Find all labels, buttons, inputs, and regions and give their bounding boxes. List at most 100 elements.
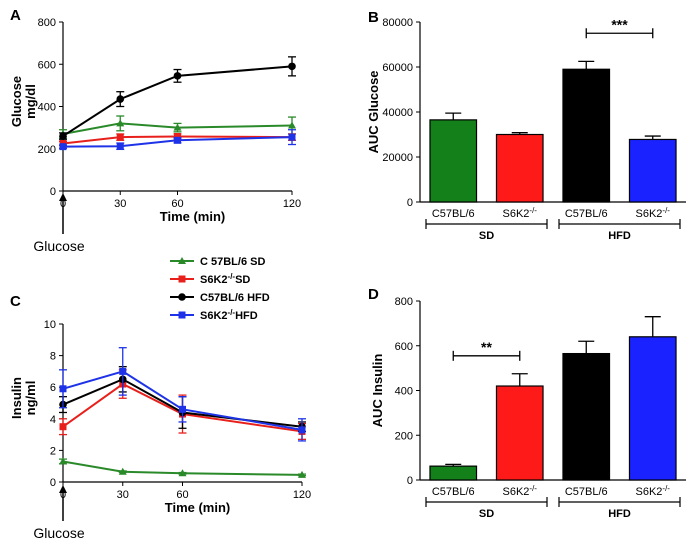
bar bbox=[562, 68, 611, 203]
legend-label: C57BL/6 HFD bbox=[200, 292, 270, 304]
data-point bbox=[59, 457, 67, 465]
data-point bbox=[116, 142, 124, 150]
data-point bbox=[59, 143, 67, 151]
data-point bbox=[179, 405, 186, 413]
series-line bbox=[62, 65, 293, 137]
glucose-arrow-label: Glucose bbox=[33, 525, 85, 541]
legend-marker bbox=[178, 257, 186, 264]
data-point bbox=[59, 423, 67, 431]
series-line bbox=[62, 122, 293, 135]
y-tick-label: 400 bbox=[38, 102, 56, 114]
category-label: C57BL/6 bbox=[565, 208, 608, 220]
y-axis-label: AUC Insulin bbox=[370, 354, 385, 428]
y-tick-label: 10 bbox=[44, 319, 56, 331]
significance-label: ** bbox=[481, 339, 492, 355]
x-axis-label: Time (min) bbox=[165, 500, 231, 515]
bar bbox=[495, 133, 544, 203]
y-tick-label: 0 bbox=[407, 475, 413, 487]
y-tick-label: 200 bbox=[38, 144, 56, 156]
series-line bbox=[62, 136, 293, 148]
y-tick-label: 800 bbox=[38, 17, 56, 29]
data-point bbox=[118, 467, 127, 475]
y-tick-label: 0 bbox=[50, 477, 56, 489]
bar bbox=[562, 352, 611, 481]
group-label: HFD bbox=[608, 508, 631, 520]
category-label: S6K2-/- bbox=[503, 484, 538, 499]
y-tick-label: 0 bbox=[50, 186, 56, 198]
y-tick-label: 80000 bbox=[382, 17, 413, 29]
data-point bbox=[173, 72, 182, 80]
group-label: HFD bbox=[608, 230, 631, 242]
panel-label-d: D bbox=[368, 286, 379, 303]
panel-label-b: B bbox=[368, 9, 379, 26]
series-line bbox=[62, 135, 293, 145]
x-tick-label: 60 bbox=[171, 198, 183, 210]
series-line bbox=[62, 370, 303, 431]
data-point bbox=[116, 133, 124, 141]
x-tick-label: 120 bbox=[293, 489, 311, 501]
y-tick-label: 400 bbox=[395, 386, 413, 398]
glucose-arrow-head bbox=[59, 485, 67, 493]
bar bbox=[429, 119, 478, 203]
data-point bbox=[298, 470, 306, 478]
y-tick-label: 6 bbox=[50, 382, 56, 394]
y-tick-label: 200 bbox=[395, 430, 413, 442]
glucose-arrow-label: Glucose bbox=[33, 238, 85, 254]
data-point bbox=[116, 95, 125, 103]
bar bbox=[429, 465, 478, 481]
data-point bbox=[59, 132, 67, 140]
x-tick-label: 30 bbox=[117, 489, 129, 501]
legend-marker bbox=[178, 275, 186, 283]
data-point bbox=[116, 119, 125, 127]
y-tick-label: 0 bbox=[407, 197, 413, 209]
group-label: SD bbox=[479, 230, 494, 242]
data-point bbox=[288, 62, 296, 71]
bar bbox=[495, 385, 544, 481]
x-axis-label: Time (min) bbox=[160, 209, 226, 224]
data-point bbox=[173, 123, 182, 131]
data-point bbox=[288, 133, 296, 141]
category-label: C57BL/6 bbox=[432, 486, 475, 498]
legend-label: S6K2-/-HFD bbox=[200, 308, 258, 323]
y-tick-label: 8 bbox=[50, 351, 56, 363]
y-tick-label: 600 bbox=[395, 341, 413, 353]
data-point bbox=[178, 469, 187, 477]
legend-label: C 57BL/6 SD bbox=[200, 256, 265, 268]
bar bbox=[628, 336, 677, 481]
panel-label-c: C bbox=[10, 293, 21, 310]
y-axis-label: AUC Glucose bbox=[366, 70, 381, 153]
y-tick-label: 40000 bbox=[382, 107, 413, 119]
data-point bbox=[174, 136, 181, 144]
data-point bbox=[174, 132, 181, 140]
panel-label-a: A bbox=[10, 7, 21, 24]
category-label: S6K2-/- bbox=[636, 484, 671, 499]
x-tick-label: 120 bbox=[283, 198, 301, 210]
y-tick-label: 4 bbox=[50, 414, 56, 426]
y-axis-label: Glucosemg/dl bbox=[9, 76, 38, 127]
data-point bbox=[59, 385, 67, 393]
y-tick-label: 60000 bbox=[382, 62, 413, 74]
y-tick-label: 800 bbox=[395, 296, 413, 308]
data-point bbox=[119, 367, 127, 375]
category-label: S6K2-/- bbox=[503, 206, 538, 221]
legend-marker bbox=[178, 293, 186, 301]
x-tick-label: 30 bbox=[114, 198, 126, 210]
legend-marker bbox=[178, 311, 186, 319]
glucose-arrow-head bbox=[59, 193, 67, 201]
legend-label: S6K2-/-SD bbox=[200, 272, 250, 287]
x-tick-label: 60 bbox=[176, 489, 188, 501]
category-label: C57BL/6 bbox=[565, 486, 608, 498]
data-point bbox=[288, 121, 296, 129]
y-tick-label: 2 bbox=[50, 445, 56, 457]
category-label: S6K2-/- bbox=[636, 206, 671, 221]
series-line bbox=[62, 460, 303, 476]
y-axis-label: Insulinng/ml bbox=[9, 377, 38, 419]
data-point bbox=[298, 426, 306, 434]
category-label: C57BL/6 bbox=[432, 208, 475, 220]
bar bbox=[628, 138, 677, 203]
group-label: SD bbox=[479, 508, 494, 520]
y-tick-label: 600 bbox=[38, 59, 56, 71]
significance-label: *** bbox=[611, 16, 628, 32]
y-tick-label: 20000 bbox=[382, 152, 413, 164]
